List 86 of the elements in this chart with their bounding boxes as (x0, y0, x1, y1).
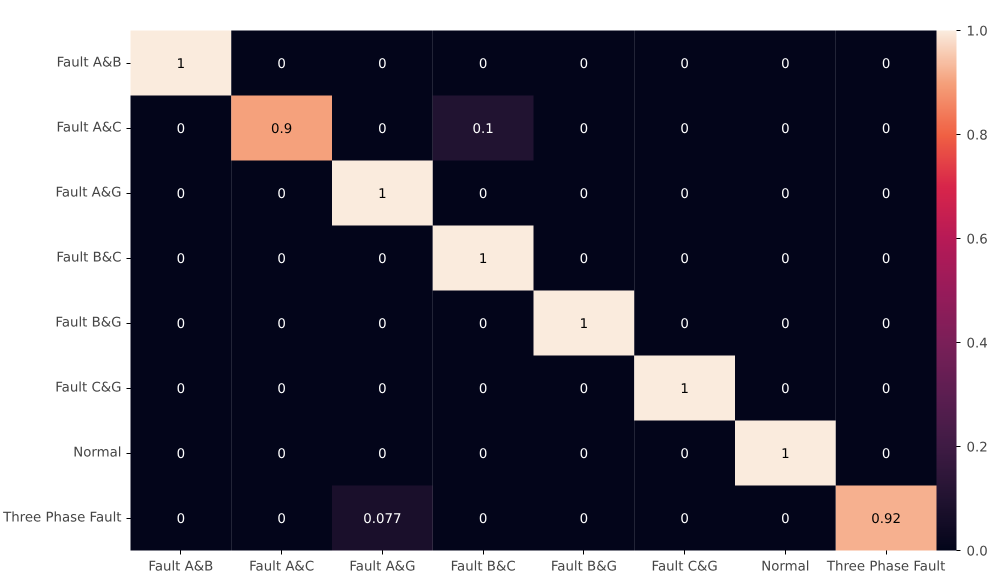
data-label: 0 (680, 187, 689, 202)
data-label: 0 (378, 57, 387, 72)
color-bar-label: 0.8 (966, 128, 988, 144)
data-label: 0 (680, 512, 689, 527)
data-label: 0 (378, 447, 387, 462)
data-label: 0 (176, 252, 186, 267)
x-tick-label: Fault A&G (349, 560, 416, 574)
data-label: 0 (882, 317, 890, 332)
data-label: 0 (781, 187, 790, 202)
data-label: 0 (781, 512, 790, 527)
data-label: 1 (680, 382, 689, 397)
color-bar-label: 0.6 (966, 232, 988, 248)
data-label: 0 (882, 252, 890, 267)
data-label: 1 (781, 447, 790, 462)
data-label: 1 (378, 187, 387, 202)
data-label: 0 (478, 382, 488, 397)
color-bar-label: 0.4 (966, 336, 988, 352)
x-tick-label: Fault C&G (652, 560, 718, 574)
data-label: 0.9 (271, 122, 292, 137)
x-tick-label: Fault A&B (148, 560, 214, 574)
data-label: 0 (580, 57, 588, 72)
data-label: 0 (580, 447, 588, 462)
data-label: 0.077 (363, 512, 402, 527)
data-label: 0 (378, 252, 387, 267)
data-label: 0 (781, 317, 790, 332)
y-tick-label: Fault A&G (55, 186, 122, 200)
data-label: 1 (478, 252, 488, 267)
data-label: 0.1 (472, 122, 494, 137)
data-label: 0 (478, 187, 488, 202)
data-label: 0 (882, 187, 890, 202)
data-label: 0 (882, 447, 890, 462)
data-label: 0 (277, 252, 286, 267)
data-label: 0 (580, 187, 588, 202)
data-label: 0 (478, 57, 488, 72)
x-tick-label: Fault B&G (550, 560, 617, 574)
data-label: 0 (680, 317, 689, 332)
data-label: 0 (176, 447, 186, 462)
data-label: 1 (580, 317, 588, 332)
data-label: 0 (176, 317, 186, 332)
color-bar-label: 0.0 (966, 544, 988, 560)
data-label: 0 (277, 382, 286, 397)
data-label: 0 (580, 122, 588, 137)
y-tick-label: Fault A&B (56, 56, 122, 70)
data-label: 0 (478, 317, 488, 332)
data-label: 0 (781, 382, 790, 397)
data-label: 0 (781, 122, 790, 137)
data-label: 0 (277, 57, 286, 72)
color-bar-label: 0.2 (966, 440, 988, 456)
data-label: 0 (478, 447, 488, 462)
data-label: 0 (176, 512, 186, 527)
data-label: 0 (277, 187, 286, 202)
y-tick-label: Fault B&G (55, 316, 122, 330)
data-label: 0 (580, 382, 588, 397)
data-label: 0 (680, 252, 689, 267)
x-tick-label: Three Phase Fault (826, 560, 946, 574)
y-tick-label: Fault B&C (56, 250, 122, 266)
y-tick-label: Fault C&G (55, 380, 122, 396)
data-label: 0 (378, 382, 387, 397)
data-label: 0 (378, 122, 387, 137)
data-label: 0.92 (871, 512, 901, 527)
data-label: 0 (680, 447, 689, 462)
data-label: 0 (176, 187, 186, 202)
x-tick-label: Fault B&C (450, 560, 516, 574)
color-bar-label: 1.0 (966, 24, 988, 40)
data-label: 0 (176, 122, 186, 137)
y-tick-label: Normal (73, 446, 122, 460)
x-tick-label: Normal (761, 560, 810, 574)
data-label: 0 (580, 512, 588, 527)
data-label: 0 (378, 317, 387, 332)
y-tick-label: Three Phase Fault (2, 510, 122, 526)
data-label: 1 (176, 57, 186, 72)
data-label: 0 (781, 252, 790, 267)
data-label: 0 (277, 447, 286, 462)
data-label: 0 (580, 252, 588, 267)
data-label: 0 (781, 57, 790, 72)
data-label: 0 (176, 382, 186, 397)
data-label: 0 (277, 317, 286, 332)
data-label: 0 (277, 512, 286, 527)
data-label: 0 (882, 122, 890, 137)
y-tick-label: Fault A&C (56, 120, 122, 136)
data-label: 0 (680, 57, 689, 72)
data-label: 0 (882, 382, 890, 397)
x-tick-label: Fault A&C (249, 560, 314, 574)
data-label: 0 (478, 512, 488, 527)
data-label: 0 (882, 57, 890, 72)
data-label: 0 (680, 122, 689, 137)
